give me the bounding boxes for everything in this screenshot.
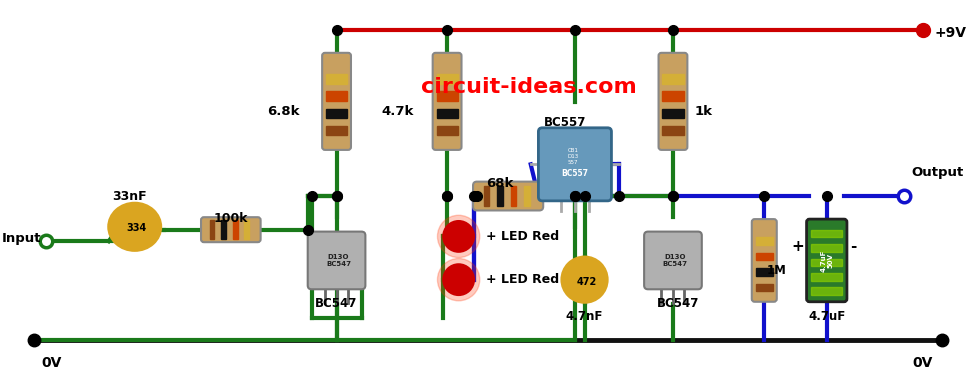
Bar xyxy=(811,259,842,266)
FancyBboxPatch shape xyxy=(752,219,777,302)
Bar xyxy=(497,186,503,206)
Text: + LED Red: + LED Red xyxy=(485,273,559,286)
FancyBboxPatch shape xyxy=(308,232,365,289)
Text: 0V: 0V xyxy=(912,356,932,370)
Text: circuit-ideas.com: circuit-ideas.com xyxy=(421,77,637,98)
Bar xyxy=(811,287,842,295)
FancyBboxPatch shape xyxy=(644,232,702,289)
Bar xyxy=(484,186,489,206)
Ellipse shape xyxy=(109,203,161,251)
Bar xyxy=(756,253,773,260)
Bar xyxy=(756,284,773,291)
Bar xyxy=(663,74,683,84)
Text: +: + xyxy=(791,239,803,254)
Text: 0V: 0V xyxy=(42,356,62,370)
Text: 4.7k: 4.7k xyxy=(381,105,414,118)
Text: CB1
D13
557: CB1 D13 557 xyxy=(568,148,578,165)
Bar xyxy=(663,126,683,135)
Bar xyxy=(524,186,530,206)
Text: 33nF: 33nF xyxy=(112,190,147,203)
Text: Input: Input xyxy=(2,232,42,245)
Text: 4.7uF: 4.7uF xyxy=(808,310,845,324)
Bar xyxy=(244,220,249,239)
Text: 1M: 1M xyxy=(766,263,786,277)
FancyBboxPatch shape xyxy=(322,53,351,150)
Bar xyxy=(811,244,842,252)
Text: 472: 472 xyxy=(577,277,597,287)
Circle shape xyxy=(561,257,608,303)
FancyBboxPatch shape xyxy=(539,128,611,201)
Text: BC557: BC557 xyxy=(561,169,588,178)
Bar xyxy=(209,220,214,239)
Text: + LED Red: + LED Red xyxy=(485,230,559,243)
Text: +9V: +9V xyxy=(934,26,966,40)
Bar xyxy=(326,74,347,84)
Bar xyxy=(756,268,773,276)
Text: -: - xyxy=(850,239,857,254)
Text: D13O
BC547: D13O BC547 xyxy=(663,254,687,267)
Circle shape xyxy=(443,264,474,295)
Text: 68k: 68k xyxy=(486,177,514,190)
Bar xyxy=(756,237,773,245)
FancyBboxPatch shape xyxy=(473,181,544,211)
Bar xyxy=(326,91,347,101)
Text: Output: Output xyxy=(911,166,963,179)
Bar xyxy=(663,91,683,101)
Text: 1k: 1k xyxy=(694,105,712,118)
Bar xyxy=(436,108,457,118)
Text: BC547: BC547 xyxy=(315,297,358,310)
Text: 6.8k: 6.8k xyxy=(267,105,300,118)
Text: BC547: BC547 xyxy=(657,297,699,310)
FancyBboxPatch shape xyxy=(659,53,687,150)
Bar xyxy=(511,186,516,206)
Bar xyxy=(326,108,347,118)
Text: BC557: BC557 xyxy=(545,116,586,129)
Bar xyxy=(663,108,683,118)
Text: 4.7nF: 4.7nF xyxy=(566,310,604,324)
Bar xyxy=(811,273,842,280)
Bar xyxy=(436,74,457,84)
Circle shape xyxy=(437,259,480,301)
FancyBboxPatch shape xyxy=(433,53,461,150)
FancyBboxPatch shape xyxy=(201,217,261,242)
Circle shape xyxy=(437,215,480,257)
Circle shape xyxy=(443,221,474,252)
Text: 100k: 100k xyxy=(213,212,248,225)
Text: D13O
BC547: D13O BC547 xyxy=(326,254,351,267)
Bar xyxy=(811,230,842,237)
Bar xyxy=(233,220,237,239)
FancyBboxPatch shape xyxy=(806,219,847,302)
Bar xyxy=(436,91,457,101)
Text: 4.7uF
50V: 4.7uF 50V xyxy=(820,249,833,272)
Bar xyxy=(326,126,347,135)
Text: 334: 334 xyxy=(127,223,146,233)
Bar xyxy=(221,220,226,239)
Bar xyxy=(436,126,457,135)
